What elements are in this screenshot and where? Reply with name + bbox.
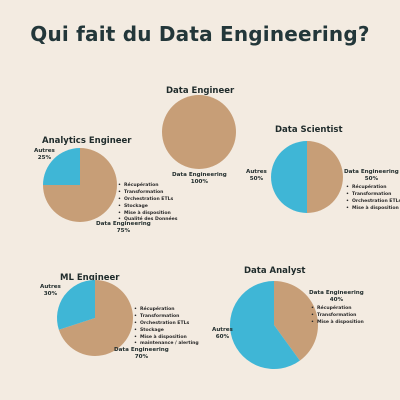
slice-label-value: 40% (329, 296, 344, 303)
task-item: Orchestration ETLs (346, 199, 400, 206)
pie-slice-others (271, 141, 307, 213)
task-item: Orchestration ETLs (134, 321, 199, 328)
slice-label-value: 50% (249, 175, 264, 182)
task-item: maintenance / alerting (134, 341, 199, 348)
slice-label-analytics-engineer-others: Autres 25% (34, 148, 55, 162)
task-list-analytics-engineer: RécupérationTransformationOrchestration … (118, 183, 178, 224)
task-item: Transformation (134, 314, 199, 321)
slice-label-value: 75% (116, 227, 131, 234)
task-item: Récupération (118, 183, 178, 190)
slice-label-value: 30% (43, 290, 58, 297)
slice-label-name: Autres (246, 169, 267, 175)
task-item: Mise à disposition (311, 320, 364, 327)
slice-label-analytics-engineer-engineering: Data Engineering 75% (96, 221, 151, 235)
chart-title-data-scientist: Data Scientist (275, 125, 343, 135)
slice-label-name: Autres (34, 148, 55, 154)
task-item: Stockage (118, 204, 178, 211)
slice-label-value: 70% (134, 353, 149, 360)
slice-label-data-analyst-engineering: Data Engineering 40% (309, 290, 364, 304)
task-item: Mise à disposition (134, 335, 199, 342)
task-item: Mise à disposition (346, 206, 400, 213)
task-item: Orchestration ETLs (118, 197, 178, 204)
chart-title-data-analyst: Data Analyst (244, 266, 306, 276)
slice-label-value: 25% (37, 154, 52, 161)
slice-label-name: Data Engineering (114, 347, 169, 353)
page-title: Qui fait du Data Engineering? (30, 22, 370, 46)
slice-label-data-engineer-engineering: Data Engineering 100% (172, 172, 227, 186)
task-item: Transformation (118, 190, 178, 197)
slice-label-name: Autres (40, 284, 61, 290)
slice-label-data-analyst-others: Autres 60% (212, 327, 233, 341)
pie-slice-engineering (274, 281, 319, 361)
chart-title-ml-engineer: ML Engineer (60, 273, 120, 283)
slice-label-value: 50% (364, 175, 379, 182)
task-item: Transformation (311, 313, 364, 320)
pie-slice-engineering (307, 141, 343, 213)
slice-label-value: 60% (215, 333, 230, 340)
task-item: Transformation (346, 192, 400, 199)
task-item: Récupération (134, 307, 199, 314)
slice-label-ml-engineer-others: Autres 30% (40, 284, 61, 298)
slice-label-name: Data Engineering (172, 172, 227, 178)
chart-title-analytics-engineer: Analytics Engineer (42, 136, 132, 146)
task-item: Stockage (134, 328, 199, 335)
pie-slice-engineering (162, 95, 236, 169)
chart-title-data-engineer: Data Engineer (166, 86, 235, 96)
slice-label-ml-engineer-engineering: Data Engineering 70% (114, 347, 169, 361)
pie-slice-engineering (58, 280, 134, 356)
pie-slice-others (57, 280, 95, 330)
task-item: Récupération (311, 306, 364, 313)
slice-label-name: Data Engineering (96, 221, 151, 227)
slice-label-value: 100% (190, 178, 209, 185)
task-item: Mise à disposition (118, 211, 178, 218)
slice-label-data-scientist-others: Autres 50% (246, 169, 267, 183)
pie-slice-others (43, 148, 80, 185)
slice-label-name: Autres (212, 327, 233, 333)
slice-label-name: Data Engineering (344, 169, 399, 175)
task-item: Récupération (346, 185, 400, 192)
slice-label-data-scientist-engineering: Data Engineering 50% (344, 169, 399, 183)
pie-slice-others (230, 281, 300, 369)
task-list-data-scientist: RécupérationTransformationOrchestration … (346, 185, 400, 213)
task-item: Qualité des Données (118, 217, 178, 224)
slice-label-name: Data Engineering (309, 290, 364, 296)
task-list-ml-engineer: RécupérationTransformationOrchestration … (134, 307, 199, 348)
task-list-data-analyst: RécupérationTransformationMise à disposi… (311, 306, 364, 327)
